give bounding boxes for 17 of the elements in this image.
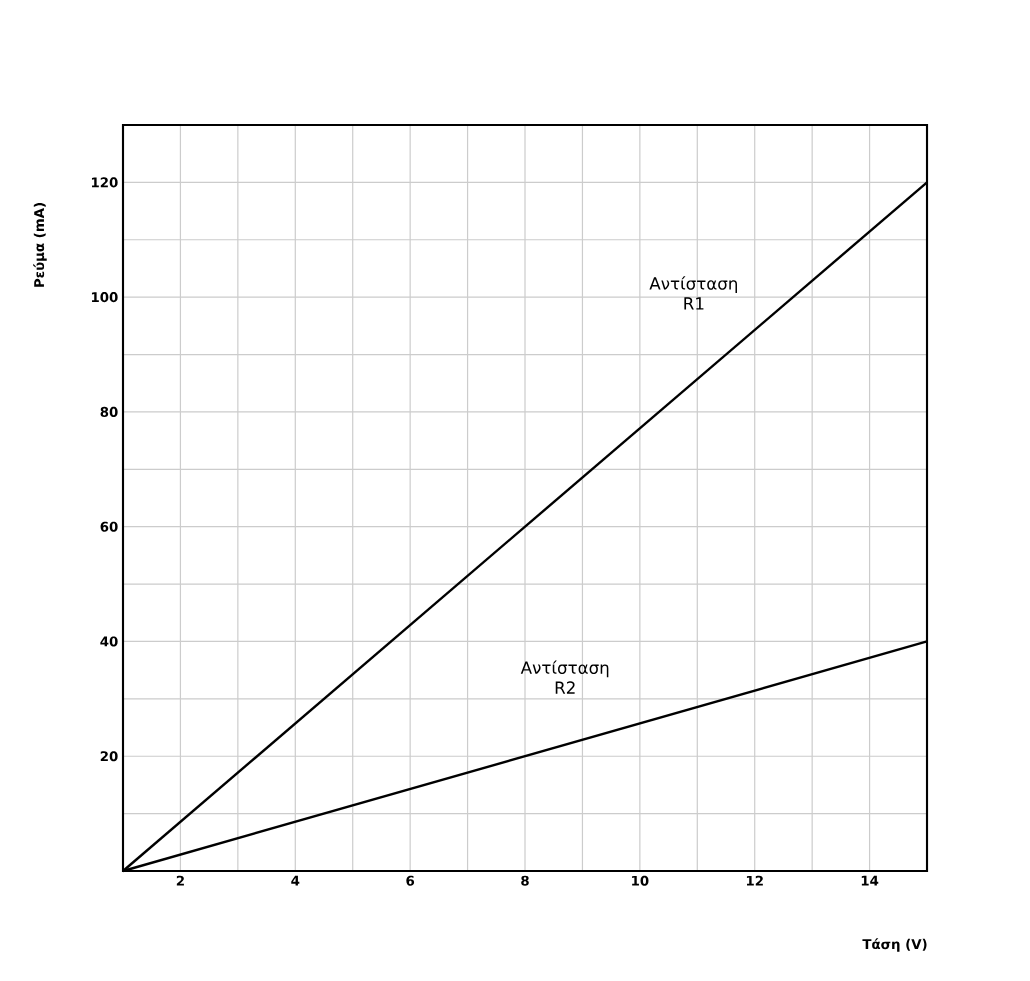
x-axis-title: Τάση (V) <box>862 938 927 952</box>
y-tick-label: 60 <box>100 521 118 532</box>
series-label: Αντίσταση R1 <box>649 276 737 310</box>
x-tick-label: 2 <box>176 875 184 886</box>
x-tick-label: 6 <box>406 875 415 886</box>
x-tick-label: 4 <box>291 875 300 886</box>
y-tick-label: 100 <box>91 292 118 303</box>
x-tick-label: 8 <box>521 875 529 886</box>
y-tick-label: 40 <box>100 636 118 647</box>
y-tick-label: 20 <box>100 751 118 762</box>
y-tick-label: 120 <box>91 177 118 188</box>
x-tick-label: 14 <box>861 875 879 886</box>
x-tick-label: 10 <box>632 875 649 886</box>
y-tick-label: 80 <box>100 406 118 417</box>
text: Αντίσταση R2 <box>520 660 609 694</box>
x-tick-label: 12 <box>746 875 763 886</box>
y-axis-title: Ρεύμα (mA) <box>33 203 47 287</box>
